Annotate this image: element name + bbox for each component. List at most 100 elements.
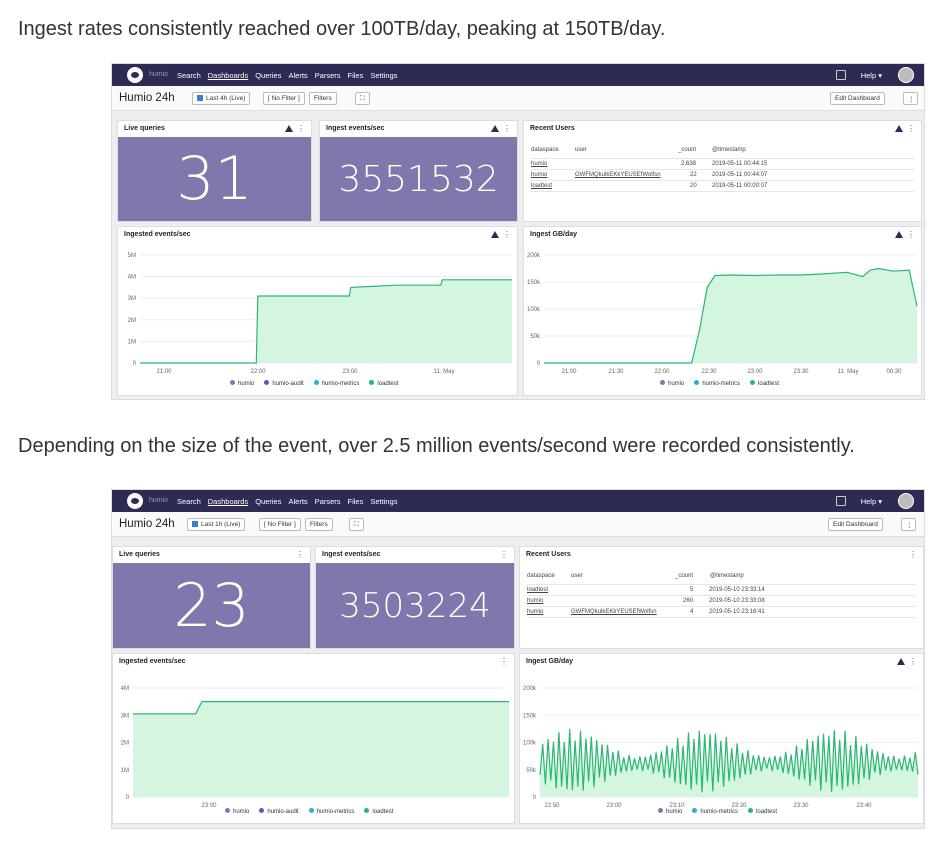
row-dataspace[interactable]: humio xyxy=(531,161,548,167)
checkbox-icon[interactable] xyxy=(197,95,203,101)
row-dataspace[interactable]: loadtest xyxy=(531,183,553,189)
legend-item-humio-metrics[interactable]: humio-metrics xyxy=(308,808,354,815)
col-user[interactable]: user xyxy=(571,573,583,579)
panel-menu-icon[interactable]: ⋮ xyxy=(503,124,511,133)
ingest-events-panel: Ingest events/sec ⋮ 3503224 xyxy=(315,546,515,649)
nav-parsers[interactable]: Parsers xyxy=(314,71,341,80)
nav-queries[interactable]: Queries xyxy=(255,497,282,506)
chart-legend: humio humio-metrics loadtest xyxy=(660,380,779,387)
no-filter-button[interactable]: [ No Filter ] xyxy=(263,92,305,105)
warning-icon[interactable] xyxy=(895,125,903,132)
col-dataspace[interactable]: dataspace xyxy=(527,573,555,579)
legend-item-loadtest[interactable]: loadtest xyxy=(748,808,777,815)
legend-item-humio-metrics[interactable]: humio-metrics xyxy=(694,380,740,387)
gift-icon[interactable] xyxy=(836,70,846,80)
col-timestamp[interactable]: @timestamp xyxy=(710,573,744,579)
warning-icon[interactable] xyxy=(897,658,905,665)
warning-icon[interactable] xyxy=(491,125,499,132)
row-timestamp: 2019-05-11 00:44:07 xyxy=(712,172,768,178)
more-options-button[interactable]: ⋮ xyxy=(901,518,916,531)
legend-item-humio-audit[interactable]: humio-audit xyxy=(264,380,304,387)
help-menu[interactable]: Help ▾ xyxy=(860,71,882,80)
nav-alerts[interactable]: Alerts xyxy=(288,71,308,80)
panel-menu-icon[interactable]: ⋮ xyxy=(909,550,917,559)
legend-item-humio-audit[interactable]: humio-audit xyxy=(259,808,299,815)
filters-button[interactable]: Filters xyxy=(309,92,337,105)
warning-icon[interactable] xyxy=(491,231,499,238)
legend-item-humio[interactable]: humio xyxy=(660,380,684,387)
panel-menu-icon[interactable]: ⋮ xyxy=(500,550,508,559)
timerange-button[interactable]: Last 1h (Live) xyxy=(187,518,246,531)
panel-menu-icon[interactable]: ⋮ xyxy=(909,657,917,666)
y-tick-label: 150k xyxy=(527,280,541,286)
nav-queries[interactable]: Queries xyxy=(255,71,282,80)
panel-menu-icon[interactable]: ⋮ xyxy=(500,657,508,666)
humio-logo-icon[interactable] xyxy=(127,493,143,509)
nav-files[interactable]: Files xyxy=(347,71,364,80)
x-tick-label: 22:30 xyxy=(701,369,717,375)
legend-item-loadtest[interactable]: loadtest xyxy=(369,380,398,387)
col-timestamp[interactable]: @timestamp xyxy=(712,147,746,153)
legend-item-humio-metrics[interactable]: humio-metrics xyxy=(692,808,738,815)
legend-item-humio[interactable]: humio xyxy=(225,808,249,815)
row-dataspace[interactable]: humio xyxy=(531,172,548,178)
help-menu[interactable]: Help ▾ xyxy=(860,497,882,506)
col-count[interactable]: _count xyxy=(675,573,694,579)
nav-parsers[interactable]: Parsers xyxy=(314,497,341,506)
row-user[interactable]: GWFMQkulkEKkYEUSEfWolfsn xyxy=(571,609,657,615)
nav-alerts[interactable]: Alerts xyxy=(288,497,308,506)
nav-dashboards[interactable]: Dashboards xyxy=(207,71,249,80)
x-tick-label: 23:30 xyxy=(793,369,809,375)
panel-menu-icon[interactable]: ⋮ xyxy=(296,550,304,559)
no-filter-button[interactable]: [ No Filter ] xyxy=(259,518,301,531)
row-dataspace[interactable]: humio xyxy=(527,609,544,615)
y-tick-label: 3M xyxy=(128,296,136,302)
nav-search[interactable]: Search xyxy=(177,71,201,80)
warning-icon[interactable] xyxy=(285,125,293,132)
col-dataspace[interactable]: dataspace xyxy=(531,147,559,153)
warning-icon[interactable] xyxy=(895,231,903,238)
nav-settings[interactable]: Settings xyxy=(370,497,398,506)
user-avatar[interactable] xyxy=(898,493,914,509)
legend-item-loadtest[interactable]: loadtest xyxy=(750,380,779,387)
nav-settings[interactable]: Settings xyxy=(370,71,398,80)
panel-menu-icon[interactable]: ⋮ xyxy=(907,230,915,239)
ingested-events-chart: 5M 4M 3M 2M 1M 0 21:00 22:00 23:00 11. May xyxy=(128,253,512,375)
timerange-button[interactable]: Last 4h (Live) xyxy=(192,92,251,105)
nav-dashboards[interactable]: Dashboards xyxy=(207,497,249,506)
edit-dashboard-button[interactable]: Edit Dashboard xyxy=(830,92,885,105)
row-user[interactable]: GWFMQkulkEKkYEUSEfWolfsn xyxy=(575,172,661,178)
row-count: 2,638 xyxy=(681,161,697,167)
humio-logo-icon[interactable] xyxy=(127,67,143,83)
panel-menu-icon[interactable]: ⋮ xyxy=(907,124,915,133)
gift-icon[interactable] xyxy=(836,496,846,506)
fullscreen-icon[interactable]: ⛶ xyxy=(355,92,370,105)
legend-item-humio[interactable]: humio xyxy=(230,380,254,387)
x-tick-label: 23:30 xyxy=(793,803,809,807)
nav-files[interactable]: Files xyxy=(347,497,364,506)
user-avatar[interactable] xyxy=(898,67,914,83)
legend-item-humio[interactable]: humio xyxy=(658,808,682,815)
ingest-gb-chart-panel: Ingest GB/day ⋮ 200k 150k 100k 50k 0 22:50 23:… xyxy=(519,653,924,824)
panel-title: Ingested events/sec xyxy=(119,658,186,665)
edit-dashboard-button[interactable]: Edit Dashboard xyxy=(828,518,883,531)
panel-title: Ingested events/sec xyxy=(124,231,191,238)
checkbox-icon[interactable] xyxy=(192,521,198,527)
more-options-button[interactable]: ⋮ xyxy=(903,92,918,105)
legend-item-humio-metrics[interactable]: humio-metrics xyxy=(313,380,359,387)
panel-menu-icon[interactable]: ⋮ xyxy=(297,124,305,133)
col-user[interactable]: user xyxy=(575,147,587,153)
series-line-loadtest xyxy=(140,279,512,364)
table-row: humio GWFMQkulkEKkYEUSEfWolfsn 4 2019-05… xyxy=(527,607,916,618)
legend-item-loadtest[interactable]: loadtest xyxy=(364,808,393,815)
row-dataspace[interactable]: loadtest xyxy=(527,587,549,593)
recent-users-panel: Recent Users ⋮ dataspace user _count @ti… xyxy=(519,546,924,649)
col-count[interactable]: _count xyxy=(678,147,697,153)
top-navbar: humio Search Dashboards Queries Alerts P… xyxy=(112,64,924,86)
fullscreen-icon[interactable]: ⛶ xyxy=(349,518,364,531)
ingest-events-value: 3551532 xyxy=(320,137,517,221)
row-dataspace[interactable]: humio xyxy=(527,598,544,604)
nav-search[interactable]: Search xyxy=(177,497,201,506)
panel-menu-icon[interactable]: ⋮ xyxy=(503,230,511,239)
filters-button[interactable]: Filters xyxy=(305,518,333,531)
